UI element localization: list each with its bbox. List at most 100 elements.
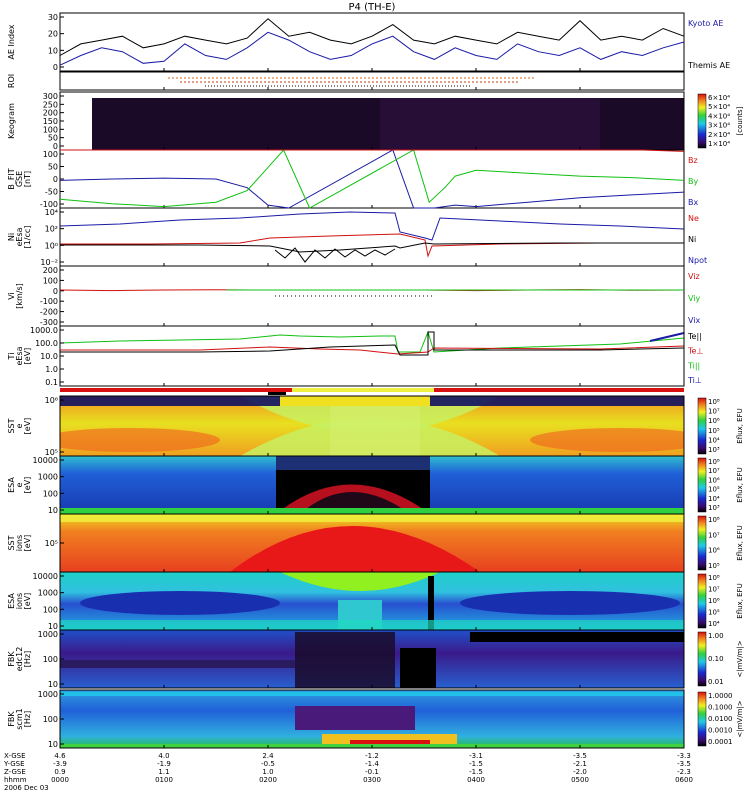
series-line-kyoto-ae: [59, 31, 685, 66]
colorbar-tick-label: 10⁷: [708, 408, 720, 416]
y-tick-label: 100: [43, 605, 58, 614]
y-tick-label: 10.0: [40, 352, 58, 361]
y-tick-label: 10: [48, 740, 58, 749]
y-tick-label: 1000: [38, 630, 58, 639]
panel-ylabel: eEsa: [15, 227, 24, 246]
colorbar-tick-label: 10⁶: [708, 597, 720, 605]
colorbar-label: <|mV/m|>: [736, 700, 744, 737]
panel-ylabel: B_FIT: [7, 168, 16, 189]
panel-1: ROI: [7, 71, 685, 91]
y-tick-label: 0: [53, 63, 58, 72]
fbk-scm1-spectrogram: [60, 690, 684, 748]
footer-value: 4.6: [54, 752, 66, 760]
y-tick-label: 10⁵: [45, 539, 58, 548]
footer-row-label: Z-GSE: [4, 768, 26, 776]
y-tick-label: 20: [48, 30, 58, 39]
colorbar-tick-label: 10⁵: [708, 427, 720, 435]
colorbar-tick-label: 10³: [708, 446, 720, 454]
y-tick-label: 1000: [38, 589, 58, 598]
colorbar-label: Eflux, EFU: [736, 467, 744, 502]
footer-row-label: Y-GSE: [3, 760, 25, 768]
esa-ion-spectrogram: [60, 572, 684, 630]
legend-entry: Te||: [687, 332, 702, 341]
y-tick-label: 10⁶: [45, 396, 58, 405]
series-line-by: [59, 149, 685, 209]
colorbar-tick-label: 1.0000: [708, 692, 733, 700]
y-tick-label: 100: [43, 715, 58, 724]
colorbar-label: <|mV/m|>: [736, 640, 744, 677]
color-bar: [697, 457, 707, 513]
colorbar-tick-label: 10⁵: [708, 486, 720, 494]
panel-ylabel: SST: [7, 535, 16, 550]
panel-ylabel: scm1: [15, 708, 24, 729]
colorbar-tick-label: 10³: [708, 504, 720, 512]
color-bar: [697, 515, 707, 571]
legend-entry: Te⊥: [687, 347, 703, 356]
panel-ylabel: [eV]: [23, 477, 32, 494]
panel-ylabel: [Hz]: [23, 651, 32, 667]
y-tick-label: 1000: [38, 473, 58, 482]
colorbar-tick-label: 4×10⁴: [708, 112, 730, 120]
footer-value: 0000: [51, 776, 69, 784]
y-tick-label: 100: [43, 150, 58, 159]
series-line-themis-ae: [59, 18, 685, 56]
colorbar-tick-label: 2×10⁴: [708, 131, 730, 139]
colorbar-tick-label: 10⁸: [708, 516, 720, 524]
panel-11: 1000 100 10 FBK edc12 [Hz] 1.00 0.10 0.01 <|mV/m|…: [7, 629, 744, 689]
y-tick-label: 200: [43, 266, 58, 275]
panel-ylabel: Vi: [7, 292, 16, 300]
y-tick-label: 1.0: [45, 365, 58, 374]
legend-entry: By: [688, 177, 698, 186]
legend-entry: Viz: [688, 272, 700, 281]
footer-value: 0.9: [54, 768, 65, 776]
y-tick-label: 100: [43, 655, 58, 664]
color-bar: [697, 691, 707, 747]
sst-electron-spectrogram: [60, 396, 684, 456]
color-bar: [697, 397, 707, 455]
footer-value: 2.4: [262, 752, 274, 760]
footer-row-label: hhmm: [4, 776, 27, 784]
panel-ylabel: [eV]: [23, 418, 32, 435]
colorbar-tick-label: 10⁴: [708, 436, 720, 444]
legend-entry: Vix: [688, 316, 701, 325]
panel-6: 1000.0 100.0 10.0 1.0 0.1 Ti eEsa [eV] Te|| Te⊥ Ti…: [7, 325, 703, 387]
panel-ylabel: ESA: [7, 593, 16, 609]
panel-ylabel: e: [15, 423, 24, 428]
legend-entry: Kyoto AE: [688, 19, 723, 28]
colorbar-tick-label: 5×10⁴: [708, 103, 730, 111]
y-tick-label: 150: [43, 117, 58, 126]
legend-entry: Ni: [688, 235, 696, 244]
color-bar: [697, 631, 707, 687]
colorbar-tick-label: 10⁷: [708, 467, 720, 475]
footer-value: 0600: [675, 776, 693, 784]
color-bar: [697, 93, 707, 149]
y-tick-label: 100.0: [35, 339, 58, 348]
footer-value: 1.0: [262, 768, 273, 776]
legend-entry: Bz: [688, 156, 698, 165]
panel-ylabel: [km/s]: [15, 283, 24, 309]
panel-frame: [59, 149, 685, 209]
panel-ylabel: Ni: [7, 233, 16, 241]
roi-markers: [168, 77, 535, 87]
y-tick-label: 0: [53, 287, 58, 296]
panel-ylabel: ions: [15, 593, 24, 609]
y-tick-label: 10000: [33, 456, 58, 465]
footer-value: -1.9: [157, 760, 171, 768]
panel-ylabel: AE Index: [7, 24, 16, 59]
footer-value: -3.1: [469, 752, 483, 760]
y-tick-label: 10: [48, 46, 58, 55]
colorbar-tick-label: 1×10⁴: [708, 140, 730, 148]
footer-value: -3.3: [677, 752, 691, 760]
footer-value: -3.5: [677, 760, 691, 768]
legend-entry: Ti||: [687, 361, 700, 370]
panel-ylabel: edc12: [15, 647, 24, 672]
footer-value: -1.5: [469, 760, 483, 768]
footer-value: 0100: [155, 776, 173, 784]
colorbar-tick-label: 10⁵: [708, 609, 720, 617]
y-tick-label: 10: [48, 622, 58, 631]
series-line-bz: [60, 149, 685, 152]
panel-ylabel: ions: [15, 535, 24, 551]
panel-ylabel: Ti: [7, 353, 16, 361]
